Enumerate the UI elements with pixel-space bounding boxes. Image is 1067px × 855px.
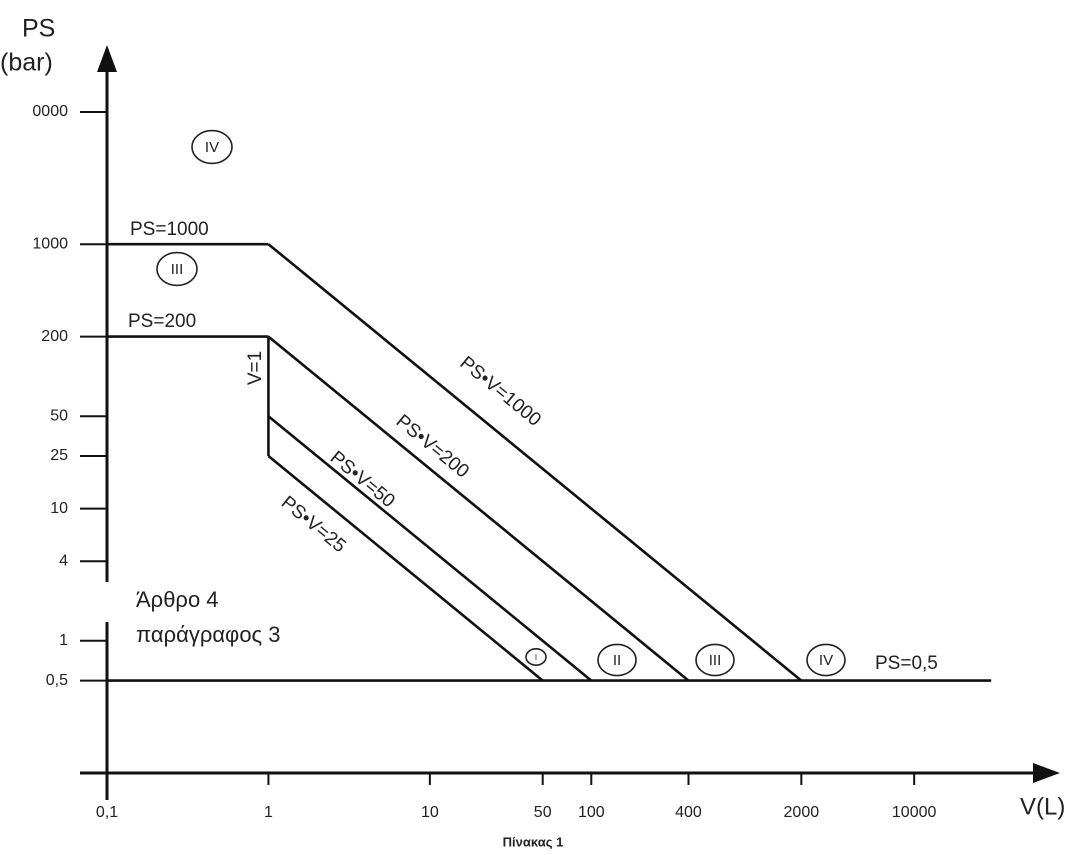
y-arrow <box>97 45 117 72</box>
region-circle <box>806 643 846 677</box>
note: παράγραφος 3 <box>136 622 281 647</box>
y-tick-label: 200 <box>41 328 68 345</box>
x-tick-label: 0,1 <box>96 804 118 821</box>
y-axis-label: PS <box>22 15 55 43</box>
x-tick-label: 10 <box>421 804 439 821</box>
note: Άρθρο 4 <box>136 587 219 612</box>
series-line <box>267 415 593 682</box>
series-label: PS=1000 <box>130 219 209 240</box>
x-tick-label: 400 <box>675 804 702 821</box>
region-label: II <box>613 652 621 669</box>
x-tick-label: 50 <box>534 804 552 821</box>
region-label: III <box>171 261 184 278</box>
caption: Πίνακας 1 <box>503 834 564 849</box>
y-tick-label: 4 <box>59 552 68 569</box>
x-tick-label: 100 <box>578 804 605 821</box>
series-label: PS•V=1000 <box>456 352 545 430</box>
series-line <box>267 335 690 682</box>
x-axis-label: V(L) <box>1020 793 1065 820</box>
x-tick-label: 1 <box>264 804 273 821</box>
y-tick-label: 10 <box>50 500 68 517</box>
y-tick-label: 1 <box>59 632 68 649</box>
region-circle <box>191 129 233 165</box>
region-circle <box>525 647 547 666</box>
series-label: PS=0,5 <box>875 653 938 674</box>
region-label: III <box>709 652 722 669</box>
y-tick-label: 1000 <box>32 235 68 252</box>
region-label: IV <box>205 139 219 156</box>
y-tick-label: 25 <box>50 447 68 464</box>
axis-gap <box>100 582 114 622</box>
region-circle <box>695 643 735 677</box>
region-circle <box>156 251 198 287</box>
series-label: PS•V=50 <box>326 447 399 512</box>
y-tick-label: 50 <box>50 407 68 424</box>
series-label: PS=200 <box>128 311 196 332</box>
y-tick-label: 0000 <box>32 103 68 120</box>
x-tick-label: 2000 <box>784 804 820 821</box>
series-line <box>267 454 544 682</box>
region-circle <box>597 643 637 677</box>
series-line <box>267 243 803 682</box>
region-label: I <box>535 653 537 662</box>
series-label: V=1 <box>245 351 266 385</box>
x-tick-label: 10000 <box>892 804 937 821</box>
y-tick-label: 0,5 <box>46 672 68 689</box>
series-label: PS•V=25 <box>277 492 350 557</box>
y-axis-label: (bar) <box>0 49 53 77</box>
region-label: IV <box>819 652 833 669</box>
x-arrow <box>1033 763 1060 783</box>
